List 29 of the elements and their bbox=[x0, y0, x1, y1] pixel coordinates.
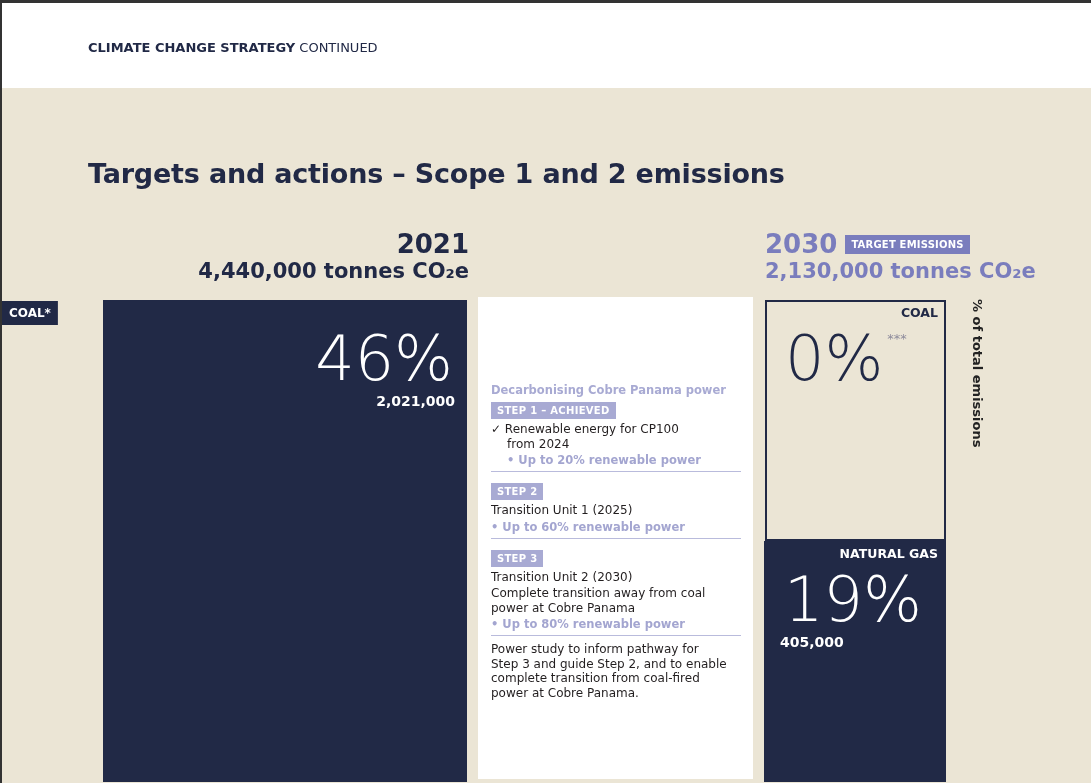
text: Transition Unit 1 (2025) bbox=[491, 503, 634, 518]
data-label: 0% bbox=[785, 321, 884, 395]
text: CLIMATE CHANGE STRATEGY CONTINUED bbox=[88, 40, 378, 55]
text: STEP 1 – ACHIEVED bbox=[491, 402, 616, 419]
text: Complete transition away from coal power at Cobre Panama bbox=[491, 586, 707, 615]
text: 405,000 bbox=[780, 634, 844, 650]
text: • Up to 80% renewable power bbox=[491, 617, 686, 631]
text: 4,440,000 tonnes CO₂e bbox=[198, 258, 469, 284]
data-label: 46% bbox=[315, 321, 453, 395]
category-label: COAL bbox=[900, 304, 939, 320]
text: *** bbox=[887, 330, 907, 346]
text: 2,021,000 bbox=[376, 393, 455, 409]
category-label: COAL* bbox=[8, 306, 52, 320]
text: ✓ Renewable energy for CP100 from 2024 bbox=[491, 422, 680, 451]
category-label: NATURAL GAS bbox=[839, 545, 938, 561]
text: 2021 bbox=[396, 228, 469, 261]
text: • Up to 20% renewable power bbox=[506, 453, 702, 467]
text: 2030 bbox=[765, 228, 838, 261]
text: Transition Unit 2 (2030) bbox=[491, 569, 634, 584]
text: Power study to inform pathway for Step 3 and guide Step 2, and to enable complete transition from coal-fired power at Cobre Panama. bbox=[491, 642, 727, 700]
text: STEP 2 bbox=[491, 483, 544, 500]
data-label: 19% bbox=[784, 562, 922, 636]
text: • Up to 60% renewable power bbox=[491, 519, 686, 534]
text: 2,130,000 tonnes CO₂e bbox=[765, 258, 1036, 284]
text: TARGET EMISSIONS bbox=[845, 234, 970, 254]
text: Decarbonising Cobre Panama power bbox=[491, 382, 727, 398]
text: STEP 3 bbox=[491, 549, 544, 567]
text: % of total emissions bbox=[969, 299, 986, 448]
text: Targets and actions – Scope 1 and 2 emissions bbox=[88, 157, 785, 191]
